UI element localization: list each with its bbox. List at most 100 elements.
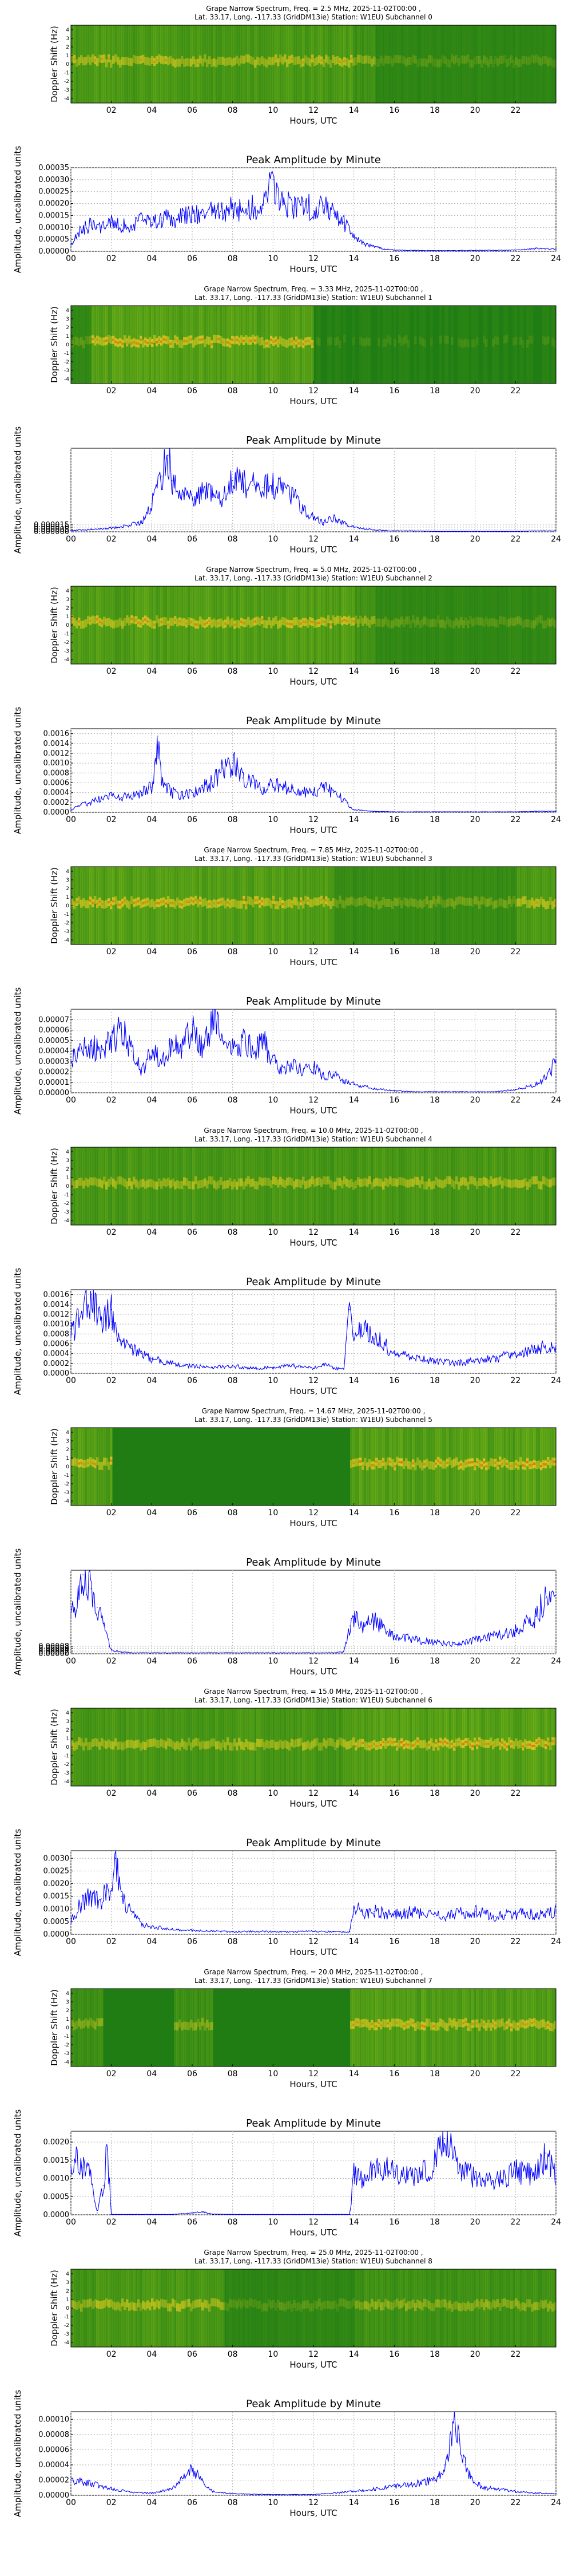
spectrum-band (227, 1737, 229, 1745)
spectrum-band (448, 1457, 451, 1465)
amplitude-xtick-label: 18 (430, 815, 440, 824)
spectrum-band (394, 2018, 396, 2027)
spectrum-streak (442, 2269, 444, 2347)
spectrum-band (451, 337, 454, 345)
spectrum-streak (231, 2269, 234, 2347)
amplitude-xtick-label: 00 (66, 1657, 76, 1666)
spectrum-peak (368, 1745, 371, 1748)
amplitude-data-point (444, 2464, 446, 2466)
spectrum-band (215, 2298, 218, 2307)
spectrum-band (108, 618, 110, 626)
spectrum-band (231, 1181, 234, 1190)
spectrum-band (375, 1457, 378, 1466)
spectrum-streak (94, 1708, 97, 1786)
amplitude-title: Peak Amplitude by Minute (246, 715, 381, 727)
spectrum-streak (446, 2269, 449, 2347)
spectrum-band (272, 618, 275, 626)
amplitude-data-point (110, 1649, 112, 1651)
spectrum-band (156, 2300, 158, 2308)
spectrum-band (82, 2020, 85, 2029)
spectrum-streak (174, 306, 177, 384)
spectrum-streak (199, 1708, 202, 1786)
spectrum-band (121, 898, 124, 907)
spectrum-streak (215, 1147, 218, 1225)
spectrum-streak (76, 306, 78, 384)
spectrum-band (281, 338, 284, 347)
spectrum-band (480, 60, 483, 68)
spectrum-streak (529, 25, 531, 103)
spectrum-streak (307, 25, 309, 103)
spectrum-band (421, 337, 424, 346)
spectrum-streak (215, 2269, 218, 2347)
spectrum-streak (227, 25, 229, 103)
spectrum-streak (529, 1147, 531, 1225)
spectrum-band (158, 2301, 161, 2309)
spectrum-streak (256, 1147, 259, 1225)
spectrum-band (508, 1737, 511, 1746)
spectrum-band (76, 620, 78, 629)
spectrum-band (87, 336, 90, 345)
spectrum-band (133, 1176, 136, 1185)
spectrum-band (238, 1178, 241, 1187)
spectrum-band (126, 1181, 129, 1190)
spectrum-streak (494, 2269, 497, 2347)
spectrum-band (146, 897, 149, 906)
spectrum-band (137, 2299, 140, 2308)
spectrum-band (178, 2304, 181, 2312)
spectrum-band (513, 895, 515, 904)
spectrum-band (503, 335, 506, 343)
spectrum-band (339, 1178, 341, 1186)
spectrum-band (432, 58, 435, 67)
spectrum-band (554, 60, 557, 68)
amplitude-data-point (192, 1652, 193, 1654)
spectrum-band (357, 1177, 360, 1186)
spectrum-peak (92, 338, 94, 341)
amplitude-data-point (131, 1913, 132, 1915)
spectrum-band (487, 1740, 490, 1748)
spectrum-band (403, 1461, 406, 1469)
spectrum-streak (419, 306, 422, 384)
spectrum-band (229, 339, 232, 348)
spectrum-peak (249, 339, 252, 342)
spectrum-band (318, 55, 321, 64)
spectrum-streak (341, 1708, 344, 1786)
spectrum-streak (378, 2269, 380, 2347)
spectrum-band (160, 2298, 163, 2307)
spectrum-streak (140, 1708, 142, 1786)
spectrum-peak (547, 1740, 550, 1743)
spectrum-streak (471, 2269, 474, 2347)
spectrum-band (114, 2302, 117, 2311)
amplitude-data-point (535, 2492, 537, 2494)
spectrum-band (300, 2304, 303, 2312)
spectrum-band (130, 1740, 133, 1748)
spectrum-streak (197, 1147, 200, 1225)
spectrum-streak (352, 25, 355, 103)
spectrum-band (220, 1743, 223, 1751)
amplitude-data-point (374, 1911, 375, 1912)
location-text: Lat. 33.17, Long. -117.33 (GridDM13ie) S… (194, 574, 383, 582)
spectrum-streak (382, 867, 385, 945)
spectrum-peak (135, 619, 138, 622)
spectrum-band (435, 1176, 438, 1185)
spectrum-streak (503, 867, 506, 945)
spectrum-band (391, 58, 394, 66)
spectrum-peak (169, 342, 172, 345)
spectrum-streak (476, 1428, 479, 1506)
amplitude-data-point (232, 480, 233, 481)
spectrum-streak (476, 25, 479, 103)
spectrum-band (414, 1176, 417, 1185)
amplitude-ytick-label: 0.00006 (38, 1026, 69, 1035)
spectrum-band (469, 615, 472, 624)
spectrum-band (277, 1179, 280, 1188)
amplitude-data-point (110, 2488, 112, 2490)
amplitude-data-point (201, 489, 203, 491)
spectrum-band (199, 896, 202, 905)
spectrum-band (103, 1176, 106, 1185)
spectrum-band (71, 1459, 74, 1468)
spectrum-streak (435, 867, 438, 945)
spectrum-peak (293, 343, 296, 346)
spectrum-band (451, 1460, 454, 1468)
spectrum-band (295, 897, 298, 906)
spectrum-streak (284, 867, 287, 945)
spectrum-band (384, 1740, 387, 1749)
